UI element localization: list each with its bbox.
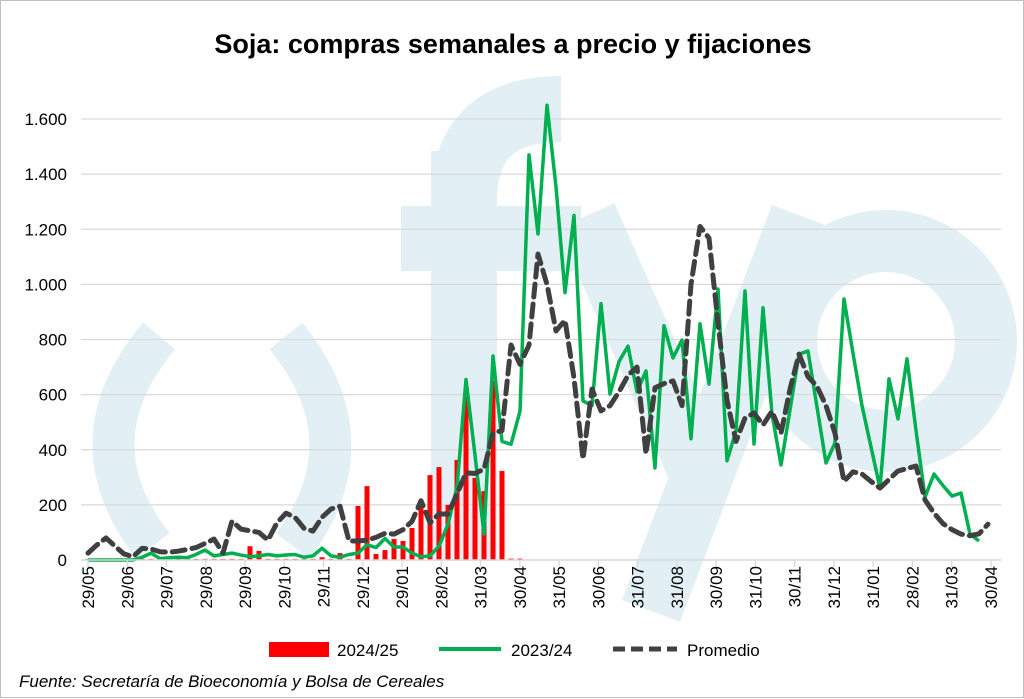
x-tick-label: 30/09 — [707, 566, 726, 609]
x-tick-label: 29/08 — [197, 566, 216, 609]
x-tick-label: 31/05 — [550, 566, 569, 609]
x-tick-label: 31/07 — [629, 566, 648, 609]
bar-2024-25 — [473, 478, 478, 560]
bar-2024-25 — [383, 550, 388, 560]
x-tick-label: 29/01 — [393, 566, 412, 609]
chart-title: Soja: compras semanales a precio y fijac… — [214, 29, 811, 59]
x-tick-label: 29/05 — [79, 566, 98, 609]
legend: 2024/25 2023/24 Promedio — [269, 641, 760, 660]
watermark-shape-left-arc — [113, 336, 159, 546]
x-tick-label: 30/06 — [589, 566, 608, 609]
legend-label-promedio: Promedio — [687, 641, 760, 660]
x-tick-label: 28/02 — [432, 566, 451, 609]
x-tick-label: 31/10 — [746, 566, 765, 609]
legend-label-2024-25: 2024/25 — [337, 641, 398, 660]
x-tick-label: 31/12 — [825, 566, 844, 609]
bar-2024-25 — [374, 554, 379, 560]
legend-label-2023-24: 2023/24 — [511, 641, 572, 660]
bar-2024-25 — [401, 541, 406, 560]
y-tick-label: 1.200 — [24, 220, 67, 239]
y-tick-label: 600 — [39, 386, 67, 405]
series-lines — [88, 105, 988, 560]
x-tick-label: 30/11 — [786, 566, 805, 607]
bar-2024-25 — [419, 504, 424, 560]
x-tick-label: 31/03 — [472, 566, 491, 609]
y-tick-label: 1.000 — [24, 275, 67, 294]
watermark-shape-f-bar — [401, 206, 581, 271]
y-tick-label: 800 — [39, 331, 67, 350]
y-tick-label: 1.400 — [24, 165, 67, 184]
x-tick-label: 28/02 — [903, 566, 922, 609]
y-axis-ticks: 0 200 400 600 800 1.000 1.200 1.400 1.600 — [24, 110, 67, 570]
bar-2024-25 — [500, 471, 505, 560]
x-tick-label: 29/07 — [158, 566, 177, 609]
x-tick-label: 29/10 — [275, 566, 294, 609]
y-tick-label: 1.600 — [24, 110, 67, 129]
x-tick-label: 30/04 — [511, 566, 530, 609]
source-note: Fuente: Secretaría de Bioeconomía y Bols… — [19, 672, 445, 691]
x-tick-label: 30/04 — [982, 566, 1001, 609]
y-tick-label: 400 — [39, 441, 67, 460]
x-tick-label: 29/09 — [236, 566, 255, 609]
y-tick-label: 0 — [58, 551, 67, 570]
x-tick-label: 29/06 — [118, 566, 137, 609]
line-2023-24 — [88, 105, 979, 560]
x-tick-label: 31/03 — [943, 566, 962, 609]
y-tick-label: 200 — [39, 496, 67, 515]
legend-swatch-2024-25 — [269, 642, 329, 657]
x-tick-label: 29/11 — [315, 566, 334, 607]
x-tick-label: 31/08 — [668, 566, 687, 609]
bar-2024-25 — [392, 539, 397, 560]
points-2023-24 — [88, 105, 979, 560]
bar-2024-25 — [365, 486, 370, 560]
x-tick-label: 31/01 — [864, 566, 883, 609]
x-tick-label: 29/12 — [354, 566, 373, 609]
x-axis-ticks: 29/05 29/06 29/07 29/08 29/09 29/10 29/11 29/12… — [79, 560, 1001, 609]
